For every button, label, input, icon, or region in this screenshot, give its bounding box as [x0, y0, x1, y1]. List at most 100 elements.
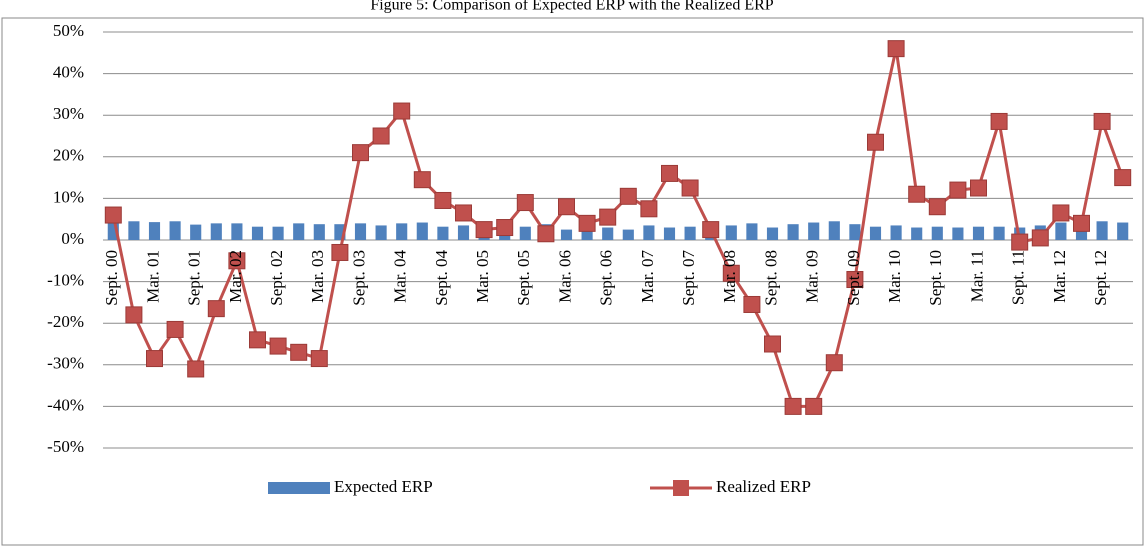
y-tick-label: 30% — [53, 104, 84, 123]
bar — [869, 226, 882, 240]
bar — [993, 226, 1005, 240]
marker — [146, 350, 163, 368]
marker — [1011, 233, 1029, 251]
y-tick-label: 40% — [53, 63, 84, 82]
marker — [702, 221, 720, 239]
x-tick-label: Sept. 04 — [432, 250, 451, 306]
bar — [231, 223, 243, 240]
y-tick-label: 0% — [61, 229, 84, 248]
chart-frame — [1, 17, 1144, 546]
bar — [560, 229, 573, 240]
bar — [766, 227, 779, 240]
marker — [661, 164, 678, 182]
marker — [1031, 229, 1049, 247]
marker — [722, 264, 740, 282]
x-tick-label: Sept. 03 — [349, 250, 368, 306]
line — [111, 48, 1125, 408]
y-tick-label: -30% — [47, 354, 84, 373]
marker — [331, 243, 349, 261]
marker — [1052, 204, 1070, 222]
bar — [293, 223, 305, 240]
marker — [475, 221, 493, 239]
x-tick-label: Sept. 08 — [761, 250, 780, 306]
bar — [972, 226, 985, 240]
x-tick-label: Sept. 10 — [926, 250, 945, 306]
bar — [190, 224, 202, 240]
marker — [228, 252, 246, 270]
legend-swatch — [673, 480, 689, 496]
marker — [269, 337, 287, 355]
x-tick-label: Sept. 09 — [844, 250, 863, 306]
y-tick-label: 10% — [53, 187, 84, 206]
marker — [784, 397, 802, 415]
marker — [640, 200, 658, 218]
bar — [210, 223, 222, 240]
marker — [558, 198, 575, 216]
y-tick-label: 50% — [53, 21, 84, 40]
marker — [1073, 214, 1090, 232]
bar — [354, 223, 367, 240]
y-tick-label: -40% — [47, 395, 84, 414]
marker — [990, 112, 1008, 130]
bar — [334, 224, 346, 240]
marker — [187, 360, 205, 378]
bar — [725, 225, 737, 240]
bar — [272, 226, 284, 240]
marker — [352, 144, 369, 162]
y-tick-label: -20% — [47, 312, 84, 331]
bar — [787, 224, 799, 240]
bar — [169, 221, 181, 240]
x-tick-label: Mar. 08 — [720, 250, 739, 303]
bar — [602, 227, 614, 240]
marker — [372, 127, 390, 145]
marker — [949, 181, 967, 199]
x-tick-label: Sept. 11 — [1009, 250, 1028, 305]
marker — [413, 171, 431, 189]
marker — [1114, 169, 1132, 187]
marker — [805, 397, 823, 415]
bar — [911, 227, 923, 240]
x-tick-label: Mar. 07 — [638, 250, 657, 303]
bar — [437, 226, 449, 240]
legend-swatch — [268, 482, 330, 494]
y-tick-label: 20% — [53, 146, 84, 165]
marker — [537, 225, 555, 243]
marker — [207, 300, 225, 318]
marker — [393, 102, 411, 120]
marker — [887, 40, 905, 58]
marker — [290, 343, 308, 361]
x-tick-label: Mar. 12 — [1050, 250, 1069, 303]
bar — [1117, 222, 1129, 240]
bar — [808, 222, 820, 240]
bar — [519, 226, 531, 240]
marker — [578, 214, 596, 232]
bar — [663, 227, 676, 240]
marker — [516, 194, 534, 212]
bar — [684, 226, 696, 240]
x-tick-label: Sept. 01 — [185, 250, 204, 306]
bar — [1096, 221, 1108, 240]
x-tick-label: Sept. 02 — [267, 250, 286, 306]
x-tick-label: Mar. 03 — [308, 250, 327, 303]
bar — [375, 225, 387, 240]
x-tick-label: Mar. 01 — [143, 250, 162, 303]
x-tick-label: Sept. 06 — [597, 250, 616, 306]
x-tick-label: Sept. 12 — [1091, 250, 1110, 306]
marker — [455, 204, 472, 222]
chart-title: Figure 5: Comparison of Expected ERP wit… — [370, 0, 773, 14]
y-tick-label: -50% — [47, 437, 84, 456]
bar — [849, 224, 861, 240]
legend-label: Expected ERP — [334, 477, 433, 496]
marker — [928, 198, 946, 216]
bar — [952, 227, 964, 240]
marker — [867, 133, 884, 151]
bar — [643, 225, 655, 240]
bar — [107, 221, 119, 240]
marker — [104, 206, 122, 224]
x-tick-label: Mar. 04 — [391, 250, 410, 303]
marker — [743, 295, 761, 313]
marker — [764, 335, 781, 353]
bar — [416, 222, 428, 240]
legend-label: Realized ERP — [716, 477, 811, 496]
